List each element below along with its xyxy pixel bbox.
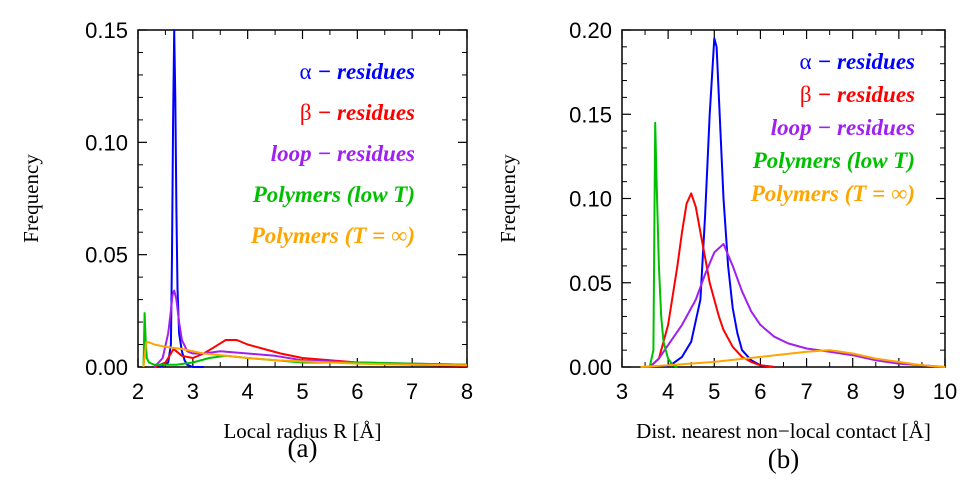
y-axis-label: Frequency [496,154,520,243]
legend-entry-loop-residues: loop − residues [771,115,915,140]
y-tick-label: 0.15 [569,102,612,127]
x-tick-label: 8 [847,379,859,404]
y-tick-label: 0.05 [85,243,128,268]
y-tick-label: 0.10 [85,130,128,155]
legend-entry-loop-residues: loop − residues [271,141,415,166]
legend-entry-polymers-low-t: Polymers (low T) [252,182,415,207]
x-tick-label: 10 [933,379,957,404]
legend-entry-polymers-t: Polymers (T = ∞) [250,223,415,248]
x-tick-label: 3 [616,379,628,404]
legend-label: − residues [312,100,415,125]
x-tick-label: 6 [754,379,766,404]
legend-entry-residues: β − residues [300,100,415,125]
panel-label: (a) [288,433,318,463]
x-tick-label: 5 [296,379,308,404]
series-line-loop-residues [649,243,946,368]
legend-symbol: β [800,82,812,107]
legend-entry-residues: α − residues [800,49,915,74]
y-tick-label: 0.20 [569,18,612,43]
x-tick-label: 6 [351,379,363,404]
x-tick-label: 4 [242,379,254,404]
x-tick-label: 3 [187,379,199,404]
legend-label: − residues [312,59,415,84]
x-tick-label: 5 [708,379,720,404]
panel-b: 3 4 5 6 7 8 9 10 0.00 0.05 0.10 0.15 0.20 α − residue… [496,18,957,474]
y-tick-label: 0.00 [569,355,612,380]
legend-symbol: α [300,59,312,84]
y-tick-label: 0.10 [569,187,612,212]
series-line-loop-residues [153,289,468,368]
series-line-polymers-low-t [648,121,678,368]
legend-symbol: β [300,100,312,125]
x-tick-label: 4 [662,379,674,404]
x-tick-label: 2 [132,379,144,404]
y-tick-label: 0.05 [569,271,612,296]
legend-symbol: α [800,49,812,74]
x-axis-label: Local radius R [Å] [223,419,381,443]
legend-entry-polymers-low-t: Polymers (low T) [752,148,915,173]
x-tick-label: 9 [893,379,905,404]
legend-entry-polymers-t: Polymers (T = ∞) [750,181,915,206]
x-tick-label: 7 [800,379,812,404]
y-tick-label: 0.00 [85,355,128,380]
series-line-residues [154,339,468,368]
series-line-residues [649,192,775,368]
y-tick-label: 0.15 [85,18,128,43]
y-axis-label: Frequency [19,154,43,243]
legend-entry-residues: α − residues [300,59,415,84]
legend-label: − residues [812,49,915,74]
panel-label: (b) [768,444,799,474]
series-line-polymers-t [142,341,468,368]
legend-label: − residues [812,82,915,107]
series-line-residues [159,29,204,368]
legend-entry-residues: β − residues [800,82,915,107]
series-line-polymers-t [640,349,946,368]
x-tick-label: 7 [406,379,418,404]
x-tick-label: 8 [461,379,473,404]
x-axis-label: Dist. nearest non−local contact [Å] [636,419,931,443]
series-line-residues [663,37,775,368]
